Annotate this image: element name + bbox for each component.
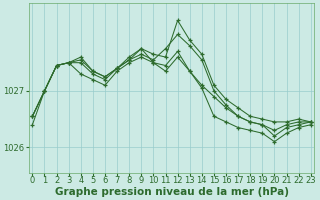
X-axis label: Graphe pression niveau de la mer (hPa): Graphe pression niveau de la mer (hPa) (55, 187, 289, 197)
